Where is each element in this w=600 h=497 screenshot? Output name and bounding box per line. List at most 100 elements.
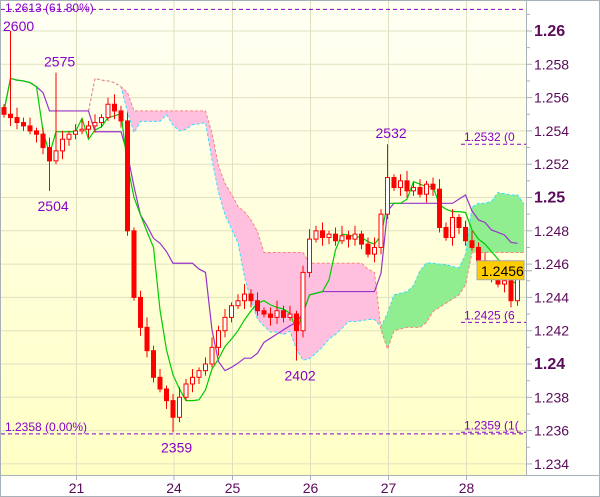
- cloud-segment-bullish: [504, 193, 511, 253]
- candle-body: [352, 233, 358, 240]
- cloud-segment-bearish: [264, 252, 271, 332]
- cloud-segment-bullish: [426, 262, 433, 323]
- candle-body: [138, 296, 143, 328]
- x-tick-label: 24: [166, 480, 182, 496]
- candle-body: [131, 230, 137, 298]
- candle-body: [307, 238, 312, 273]
- cloud-segment-bullish: [400, 291, 407, 330]
- candle-body: [60, 138, 65, 152]
- candle-body: [378, 213, 384, 248]
- candle-body: [209, 346, 215, 365]
- y-tick-label: 1.25: [534, 190, 565, 207]
- candle-body: [86, 125, 91, 130]
- cloud-segment-bearish: [309, 263, 316, 359]
- cloud-segment-bearish: [316, 263, 323, 354]
- y-tick-label: 1.254: [534, 123, 569, 139]
- cloud-segment-bearish: [160, 110, 167, 122]
- candle-body: [177, 396, 182, 418]
- x-tick-label: 21: [69, 480, 85, 496]
- senkou-span-b-line: [88, 77, 524, 351]
- cloud-segment-bullish: [491, 192, 498, 253]
- cloud-segment-bearish: [166, 110, 173, 126]
- cloud-segment-bullish: [478, 203, 485, 253]
- y-tick-label: 1.246: [534, 256, 569, 272]
- cloud-segment-bearish: [342, 263, 349, 329]
- candle-body: [112, 103, 117, 112]
- cloud-segment-bearish: [368, 269, 375, 320]
- cloud-segment-bearish: [218, 165, 225, 215]
- y-tick-label: 1.242: [534, 323, 569, 339]
- candle-body: [430, 183, 436, 190]
- y-tick-label: 1.236: [534, 423, 569, 439]
- fibonacci-level-label: 1.2358 (0.00%): [5, 420, 87, 434]
- x-tick-label: 26: [303, 480, 319, 496]
- candle-body: [47, 147, 52, 162]
- cloud-segment-bearish: [134, 110, 141, 133]
- candle-body: [151, 350, 156, 378]
- cloud-segment-bullish: [413, 270, 420, 328]
- y-tick-label: 1.258: [534, 56, 569, 72]
- cloud-segment-bullish: [517, 195, 524, 253]
- y-tick-label: 1.256: [534, 90, 569, 106]
- candle-body: [274, 310, 280, 318]
- cloud-segment-bearish: [283, 252, 290, 335]
- cloud-segment-bullish: [439, 264, 446, 308]
- y-tick-label: 1.24: [534, 356, 565, 373]
- cloud-segment-bearish: [192, 110, 199, 125]
- x-tick-label: 28: [459, 480, 475, 496]
- candle-body: [40, 133, 46, 149]
- candle-body: [508, 280, 514, 302]
- candle-body: [346, 235, 351, 240]
- y-tick-label: 1.244: [534, 289, 569, 305]
- candle-body: [183, 383, 189, 398]
- current-price-label: 1.2456: [481, 263, 524, 279]
- candle-body: [27, 125, 33, 132]
- candle-body: [313, 230, 319, 240]
- candle-body: [203, 363, 208, 372]
- candle-body: [34, 130, 39, 135]
- cloud-segment-bullish: [433, 263, 440, 312]
- kijun-sen-line: [3, 77, 518, 372]
- cloud-segment-bearish: [199, 110, 206, 124]
- candle-body: [294, 313, 299, 332]
- candle-body: [53, 150, 59, 162]
- x-tick-label: 25: [225, 480, 241, 496]
- cloud-segment-bearish: [329, 263, 336, 340]
- candle-body: [222, 316, 228, 332]
- cloud-segment-bullish: [381, 313, 388, 350]
- current-price-badge: [476, 260, 525, 281]
- candle-body: [417, 187, 423, 195]
- candle-body: [326, 233, 332, 238]
- cloud-segment-bearish: [270, 252, 277, 332]
- candle-body: [73, 130, 78, 135]
- candle-body: [372, 246, 377, 255]
- cloud-segment-bearish: [212, 133, 219, 193]
- cloud-segment-bearish: [322, 263, 329, 347]
- candle-body: [79, 128, 85, 132]
- candle-body: [476, 246, 481, 262]
- candle-body: [502, 280, 507, 285]
- candle-body: [1, 107, 7, 115]
- candle-body: [404, 180, 410, 192]
- candle-body: [463, 226, 468, 242]
- cloud-segment-bearish: [186, 110, 193, 130]
- cloud-segment-bullish: [511, 195, 518, 253]
- cloud-segment-bearish: [127, 92, 134, 133]
- cloud-segment-bullish: [472, 203, 479, 253]
- candle-body: [339, 235, 345, 242]
- candle-body: [196, 370, 202, 378]
- candle-body: [248, 293, 254, 302]
- cloud-segment-bearish: [179, 110, 186, 131]
- candle-body: [385, 177, 390, 215]
- cloud-segment-bullish: [452, 266, 459, 300]
- candle-body: [229, 305, 234, 318]
- candle-body: [235, 300, 241, 307]
- cloud-segment-bearish: [173, 110, 180, 131]
- cloud-segment-bullish: [498, 192, 505, 253]
- candle-body: [450, 216, 455, 238]
- candle-body: [242, 293, 247, 302]
- extreme-label: 2575: [44, 54, 75, 70]
- fibonacci-level-label: 1.2425 (6: [464, 308, 515, 322]
